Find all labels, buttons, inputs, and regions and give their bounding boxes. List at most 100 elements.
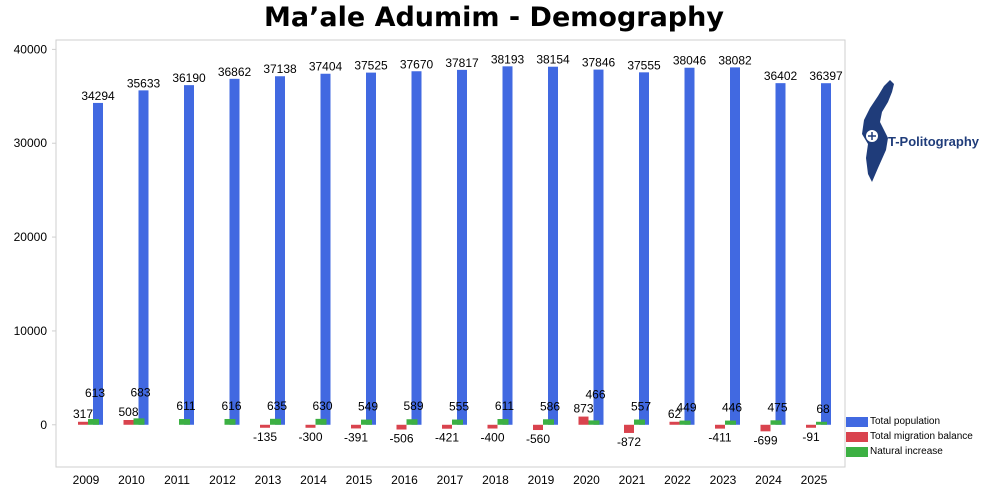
bar-total-population (730, 67, 740, 425)
bar-natural-increase (406, 419, 418, 425)
data-label-natural-increase: 616 (221, 399, 241, 413)
bar-natural-increase (88, 419, 99, 425)
bar-total-population (411, 71, 422, 425)
x-tick-label: 2023 (710, 473, 737, 487)
bar-natural-increase (270, 418, 281, 425)
x-tick-label: 2009 (73, 473, 100, 487)
data-label-total-population: 38193 (491, 52, 525, 66)
bar-migration-balance (351, 424, 361, 429)
data-label-migration-balance: -506 (389, 432, 413, 446)
legend-label: Natural increase (870, 446, 943, 457)
bar-migration-balance (578, 416, 589, 425)
data-label-migration-balance: -400 (480, 431, 504, 445)
israel-map-logo-icon (862, 80, 894, 182)
data-label-natural-increase: 446 (722, 401, 742, 415)
bar-total-population (184, 85, 194, 425)
bar-natural-increase (543, 419, 554, 425)
bar-migration-balance (487, 424, 498, 429)
bar-natural-increase (497, 419, 509, 425)
legend-item-total-population: Total population (846, 414, 973, 429)
data-label-natural-increase: 557 (631, 400, 651, 414)
data-label-migration-balance: -872 (617, 435, 641, 449)
data-label-natural-increase: 586 (540, 399, 560, 413)
data-label-natural-increase: 549 (358, 400, 378, 414)
x-tick-label: 2019 (528, 473, 555, 487)
data-label-total-population: 36397 (809, 69, 843, 83)
bar-total-population (229, 78, 240, 425)
data-label-migration-balance: -91 (802, 430, 820, 444)
bar-migration-balance (806, 424, 816, 428)
bar-total-population (93, 102, 103, 425)
data-label-total-population: 37404 (309, 60, 343, 74)
data-label-natural-increase: 613 (85, 386, 105, 400)
logo-text: T-Politography (888, 134, 979, 149)
data-label-total-population: 38046 (673, 54, 707, 68)
legend-label: Total population (870, 416, 941, 427)
bar-natural-increase (725, 420, 736, 425)
x-tick-label: 2021 (619, 473, 646, 487)
x-tick-label: 2014 (300, 473, 327, 487)
bar-migration-balance (123, 420, 134, 425)
y-tick-label: 0 (40, 418, 47, 432)
x-tick-label: 2010 (118, 473, 145, 487)
data-label-migration-balance: 508 (118, 405, 138, 419)
bar-migration-balance (669, 421, 680, 425)
x-axis: 2009 2010 2011 2012 2013 2014 2015 2016 2017 2018… (73, 473, 828, 487)
bar-total-population (639, 72, 649, 425)
bar-total-population (138, 90, 149, 425)
data-label-natural-increase: 449 (676, 401, 696, 415)
data-label-total-population: 37525 (354, 59, 388, 73)
bar-total-population (320, 73, 331, 425)
bar-migration-balance (624, 424, 634, 433)
bar-natural-increase (133, 418, 145, 425)
x-tick-label: 2016 (391, 473, 418, 487)
x-tick-label: 2025 (801, 473, 828, 487)
data-label-total-population: 37138 (263, 62, 297, 76)
bar-total-population (593, 69, 604, 425)
chart-title: Ma’ale Adumim - Demography (264, 2, 724, 33)
bar-migration-balance (260, 424, 270, 428)
data-label-natural-increase: 589 (403, 399, 423, 413)
bar-total-population (775, 83, 786, 425)
x-tick-label: 2020 (573, 473, 600, 487)
data-label-total-population: 37817 (445, 56, 479, 70)
x-tick-label: 2024 (755, 473, 782, 487)
x-tick-label: 2015 (346, 473, 373, 487)
bar-total-population (684, 67, 695, 425)
data-label-natural-increase: 555 (449, 400, 469, 414)
legend: Total population Total migration balance… (846, 414, 973, 459)
data-label-total-population: 37846 (582, 56, 616, 70)
data-label-migration-balance: 317 (73, 407, 93, 421)
data-label-total-population: 35633 (127, 76, 161, 90)
bar-migration-balance (760, 424, 771, 432)
bar-natural-increase (588, 420, 600, 425)
bar-natural-increase (361, 419, 372, 425)
legend-swatch (846, 431, 868, 442)
x-tick-label: 2017 (437, 473, 464, 487)
bar-natural-increase (224, 418, 236, 425)
legend-swatch (846, 416, 868, 427)
data-label-migration-balance: 62 (668, 407, 682, 421)
y-axis: 0 10000 20000 30000 40000 (14, 42, 56, 432)
data-label-total-population: 36190 (172, 71, 206, 85)
bar-migration-balance (396, 424, 407, 430)
data-label-natural-increase: 635 (267, 399, 287, 413)
data-label-migration-balance: -391 (344, 430, 368, 444)
y-tick-label: 20000 (14, 230, 48, 244)
bar-migration-balance (533, 424, 543, 431)
data-label-migration-balance: -411 (708, 431, 731, 445)
data-label-migration-balance: -300 (298, 430, 322, 444)
data-label-migration-balance: 873 (573, 402, 593, 416)
y-tick-label: 10000 (14, 324, 48, 338)
data-label-natural-increase: 611 (176, 399, 195, 413)
bar-migration-balance (78, 421, 88, 425)
bar-natural-increase (679, 420, 691, 425)
data-label-total-population: 36862 (218, 65, 252, 79)
bar-total-population (366, 72, 376, 425)
bar-migration-balance (305, 424, 316, 428)
legend-item-migration-balance: Total migration balance (846, 429, 973, 444)
y-tick-label: 40000 (14, 42, 48, 56)
bar-natural-increase (315, 418, 327, 425)
bar-migration-balance (442, 424, 452, 429)
bar-natural-increase (770, 420, 782, 425)
